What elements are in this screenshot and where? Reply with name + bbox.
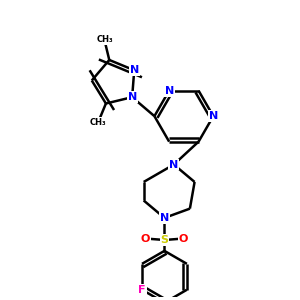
Text: S: S [160,235,168,245]
Text: N: N [209,111,218,121]
Text: N: N [130,65,139,75]
Text: CH₃: CH₃ [90,118,106,127]
Text: N: N [169,160,178,170]
Text: F: F [138,285,146,295]
Text: N: N [160,213,169,223]
Text: O: O [179,233,188,244]
Text: N: N [164,85,174,96]
Text: CH₃: CH₃ [96,35,113,44]
Text: O: O [141,233,150,244]
Text: N: N [128,92,137,102]
